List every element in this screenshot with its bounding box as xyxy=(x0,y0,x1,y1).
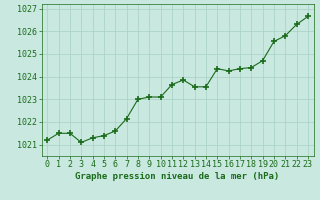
X-axis label: Graphe pression niveau de la mer (hPa): Graphe pression niveau de la mer (hPa) xyxy=(76,172,280,181)
